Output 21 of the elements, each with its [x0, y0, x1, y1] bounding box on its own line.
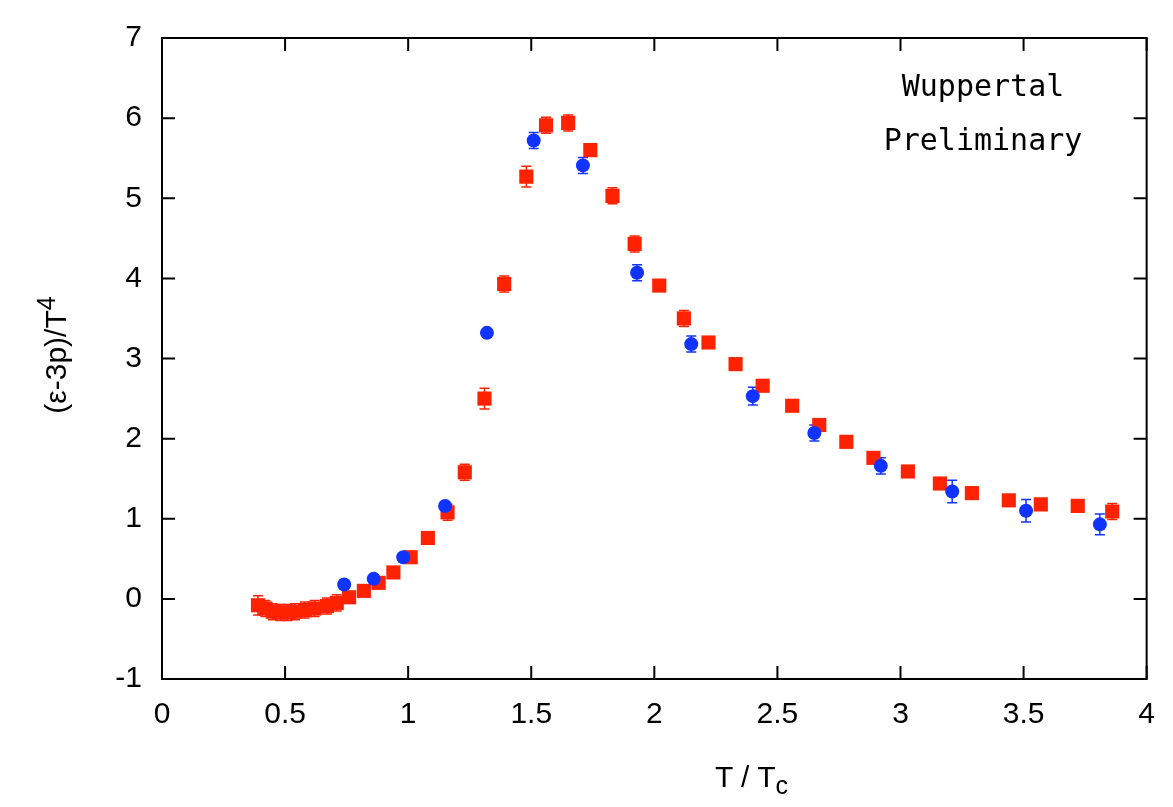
y-tick-label: -1	[115, 660, 142, 694]
x-tick-label: 1	[399, 696, 417, 730]
x-axis-title: T / T$_{c}$	[713, 760, 790, 800]
x-tick-label: 4	[1138, 696, 1155, 730]
annotation: Wuppertal	[901, 67, 1065, 103]
x-tick-label: 0	[153, 696, 171, 730]
y-tick-label: 3	[125, 339, 142, 373]
x-tick-label: 0.5	[264, 696, 306, 730]
x-tick-label: 3.5	[1002, 696, 1045, 730]
x-tick-label: 3	[892, 696, 909, 730]
y-tick-label: 5	[125, 179, 142, 213]
y-tick-label: 1	[125, 500, 142, 534]
y-tick-label: 7	[125, 19, 142, 53]
y-tick-label: 2	[125, 419, 142, 453]
x-tick-label: 2.5	[756, 696, 799, 730]
x-tick-label: 2	[645, 696, 663, 730]
x-tick-label: 1.5	[510, 696, 553, 730]
y-tick-label: 6	[125, 99, 142, 133]
annotation: Preliminary	[883, 121, 1083, 157]
y-tick-label: 0	[125, 580, 142, 614]
y-tick-label: 4	[125, 259, 142, 293]
